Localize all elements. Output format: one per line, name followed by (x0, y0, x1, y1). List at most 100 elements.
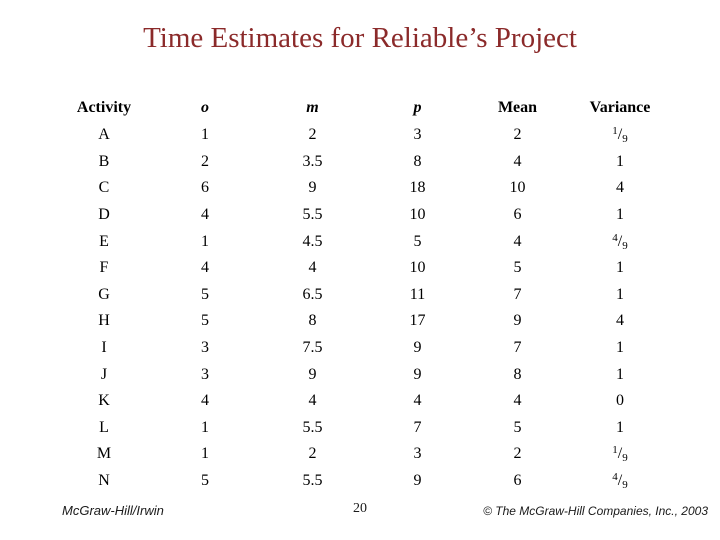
column-header-most-likely: m (306, 99, 319, 116)
cell-optimistic: 4 (201, 259, 209, 277)
table-row: I 3 7.5 9 7 1 (58, 335, 675, 362)
cell-mean: 5 (513, 418, 522, 436)
cell-variance: 1 (616, 365, 624, 383)
cell-mean: 7 (513, 285, 522, 303)
cell-mean: 7 (513, 339, 522, 357)
cell-activity: L (99, 418, 109, 436)
cell-optimistic: 4 (201, 392, 209, 410)
cell-optimistic: 5 (201, 472, 209, 490)
cell-optimistic: 1 (201, 126, 209, 144)
cell-mean: 10 (509, 179, 526, 197)
table-row: G 5 6.5 11 7 1 (58, 282, 675, 309)
table-row: B 2 3.5 8 4 1 (58, 149, 675, 176)
cell-variance: 0 (616, 392, 624, 410)
table-row: K 4 4 4 4 0 (58, 388, 675, 415)
cell-mean: 6 (513, 206, 522, 224)
cell-optimistic: 4 (201, 206, 209, 224)
cell-variance: 1 (616, 206, 624, 224)
cell-variance: 1 (616, 152, 624, 170)
cell-variance: 4 (616, 312, 624, 330)
cell-most-likely: 9 (308, 365, 317, 383)
cell-most-likely: 5.5 (302, 206, 323, 224)
cell-activity: F (99, 259, 109, 277)
cell-activity: D (98, 206, 110, 224)
cell-optimistic: 1 (201, 418, 209, 436)
cell-most-likely: 4 (308, 392, 317, 410)
cell-pessimistic: 18 (409, 179, 426, 197)
cell-variance: 1 (616, 418, 624, 436)
cell-optimistic: 5 (201, 285, 209, 303)
cell-activity: J (100, 365, 108, 383)
cell-pessimistic: 9 (413, 365, 422, 383)
cell-variance: 1 (616, 285, 624, 303)
cell-pessimistic: 8 (413, 152, 422, 170)
table-row: E 1 4.5 5 4 4/9 (58, 228, 675, 255)
table-row: H 5 8 17 9 4 (58, 308, 675, 335)
cell-most-likely: 8 (308, 312, 317, 330)
column-header-mean: Mean (497, 99, 538, 116)
cell-pessimistic: 9 (413, 472, 422, 490)
cell-variance: 1 (616, 259, 624, 277)
cell-optimistic: 6 (201, 179, 209, 197)
cell-pessimistic: 9 (413, 339, 422, 357)
cell-most-likely: 4 (308, 259, 317, 277)
cell-optimistic: 1 (201, 232, 209, 250)
cell-optimistic: 3 (201, 365, 209, 383)
column-header-optimistic: o (201, 99, 209, 116)
cell-optimistic: 1 (201, 445, 209, 463)
table-row: J 3 9 9 8 1 (58, 361, 675, 388)
cell-optimistic: 5 (201, 312, 209, 330)
cell-activity: M (96, 445, 112, 463)
cell-mean: 4 (513, 152, 522, 170)
cell-activity: B (98, 152, 110, 170)
footer-copyright: © The McGraw-Hill Companies, Inc., 2003 (483, 504, 708, 518)
cell-mean: 2 (513, 126, 522, 144)
cell-activity: E (99, 232, 109, 250)
cell-most-likely: 3.5 (302, 152, 323, 170)
table-row: C 6 9 18 10 4 (58, 175, 675, 202)
cell-pessimistic: 11 (409, 285, 426, 303)
cell-activity: K (98, 392, 110, 410)
cell-activity: I (101, 339, 107, 357)
cell-variance: 1/9 (612, 125, 628, 146)
cell-most-likely: 5.5 (302, 472, 323, 490)
cell-most-likely: 4.5 (302, 232, 323, 250)
page-number: 20 (353, 501, 367, 516)
cell-most-likely: 5.5 (302, 418, 323, 436)
table-header-row: Activity o m p Mean Variance (58, 94, 675, 122)
cell-activity: N (98, 472, 110, 490)
cell-pessimistic: 3 (413, 445, 422, 463)
cell-most-likely: 7.5 (302, 339, 323, 357)
table-body: A 1 2 3 2 1/9 B 2 3.5 8 4 1 C 6 9 18 10 … (58, 122, 675, 494)
cell-mean: 4 (513, 232, 522, 250)
cell-pessimistic: 10 (409, 259, 426, 277)
cell-mean: 4 (513, 392, 522, 410)
cell-mean: 9 (513, 312, 522, 330)
cell-variance: 4/9 (612, 231, 628, 252)
cell-variance: 1 (616, 339, 624, 357)
time-estimates-table: Activity o m p Mean Variance A 1 2 3 2 1… (58, 94, 675, 494)
cell-activity: A (98, 126, 110, 144)
cell-mean: 6 (513, 472, 522, 490)
table-row: M 1 2 3 2 1/9 (58, 441, 675, 468)
cell-optimistic: 2 (201, 152, 209, 170)
cell-activity: H (98, 312, 110, 330)
cell-mean: 5 (513, 259, 522, 277)
column-header-activity: Activity (76, 99, 132, 116)
cell-pessimistic: 17 (409, 312, 426, 330)
table-row: N 5 5.5 9 6 4/9 (58, 468, 675, 495)
cell-activity: G (98, 285, 110, 303)
cell-most-likely: 2 (308, 126, 317, 144)
page-title: Time Estimates for Reliable’s Project (143, 22, 577, 54)
table-row: F 4 4 10 5 1 (58, 255, 675, 282)
cell-variance: 4/9 (612, 471, 628, 492)
cell-optimistic: 3 (201, 339, 209, 357)
cell-variance: 1/9 (612, 444, 628, 465)
cell-pessimistic: 7 (413, 418, 422, 436)
column-header-pessimistic: p (413, 99, 422, 116)
cell-variance: 4 (616, 179, 624, 197)
column-header-variance: Variance (589, 99, 651, 116)
table-row: L 1 5.5 7 5 1 (58, 415, 675, 442)
cell-pessimistic: 3 (413, 126, 422, 144)
table-row: A 1 2 3 2 1/9 (58, 122, 675, 149)
